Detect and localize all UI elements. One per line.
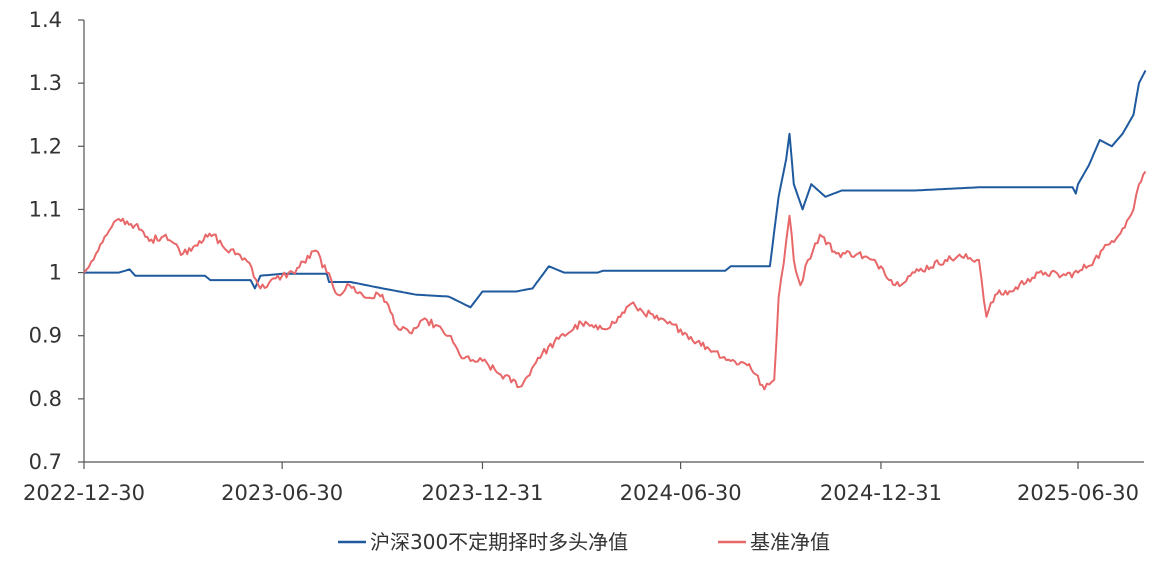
x-tick-label: 2024-12-31 bbox=[820, 481, 942, 505]
y-tick-label: 0.9 bbox=[29, 324, 62, 348]
x-tick-label: 2023-12-31 bbox=[421, 481, 543, 505]
x-tick-label: 2022-12-30 bbox=[23, 481, 145, 505]
legend-label: 基准净值 bbox=[750, 530, 830, 554]
x-tick-label: 2025-06-30 bbox=[1017, 481, 1139, 505]
legend-label: 沪深300不定期择时多头净值 bbox=[370, 530, 628, 554]
legend-item: 沪深300不定期择时多头净值 bbox=[338, 530, 628, 554]
series-line-benchmark bbox=[83, 170, 1147, 391]
series-line-strategy bbox=[84, 70, 1147, 309]
x-tick-label: 2024-06-30 bbox=[620, 481, 742, 505]
y-tick-label: 1 bbox=[49, 261, 62, 285]
y-tick-label: 1.1 bbox=[29, 197, 62, 221]
legend: 沪深300不定期择时多头净值 基准净值 bbox=[338, 530, 830, 554]
series-lines bbox=[83, 70, 1147, 391]
y-tick-label: 1.4 bbox=[29, 8, 62, 32]
y-tick-label: 1.3 bbox=[29, 71, 62, 95]
y-tick-label: 0.8 bbox=[29, 387, 62, 411]
y-axis bbox=[78, 19, 85, 463]
legend-item: 基准净值 bbox=[718, 530, 830, 554]
x-tick-label: 2023-06-30 bbox=[221, 481, 343, 505]
x-axis: 2022-12-30 2023-06-30 2023-12-31 2024-06-30… bbox=[23, 461, 1144, 505]
y-tick-label: 0.7 bbox=[29, 450, 62, 474]
y-axis-tick-labels: 0.7 0.8 0.9 1 1.1 1.2 1.3 1.4 bbox=[29, 8, 62, 474]
y-tick-label: 1.2 bbox=[29, 134, 62, 158]
